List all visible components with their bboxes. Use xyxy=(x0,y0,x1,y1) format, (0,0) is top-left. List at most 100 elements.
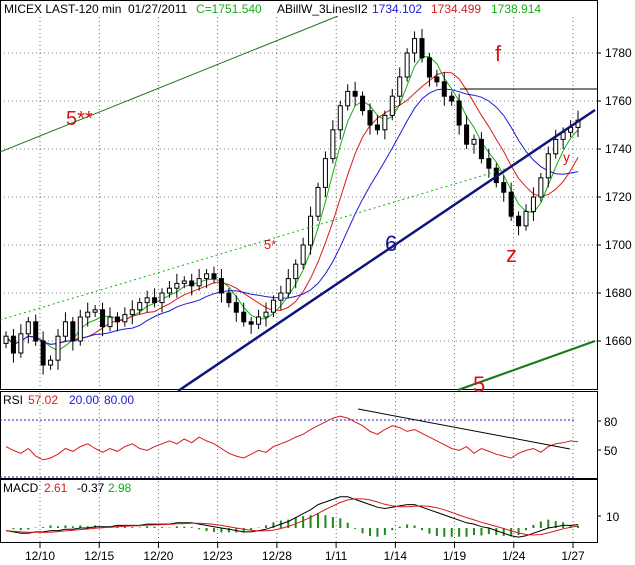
rsi-line xyxy=(5,415,579,461)
candle-down xyxy=(248,321,254,325)
rsi-panel-frame xyxy=(0,391,598,479)
candle-down xyxy=(241,311,247,323)
time-tick-label: 1/19 xyxy=(443,549,467,563)
time-tick-label: 12/28 xyxy=(262,549,292,563)
time-tick-label: 1/14 xyxy=(384,549,408,563)
candle-up xyxy=(404,52,410,78)
candle-up xyxy=(166,287,172,294)
candle-up xyxy=(300,244,306,265)
candle-down xyxy=(374,124,380,131)
candle-down xyxy=(152,297,158,304)
candle-up xyxy=(25,321,31,335)
macd-panel-frame xyxy=(0,479,598,543)
rsi-label: RSI xyxy=(3,393,23,407)
price-tick-label: 1720 xyxy=(605,190,632,204)
candle-down xyxy=(189,280,195,287)
candle-up xyxy=(389,95,395,116)
price-tick-label: 1780 xyxy=(605,46,632,60)
label-5: 5 xyxy=(473,372,485,397)
header-date: 01/27/2011 xyxy=(128,2,187,16)
candle-up xyxy=(77,316,83,342)
candle-down xyxy=(233,302,239,313)
macd-value-3: 2.98 xyxy=(108,481,132,495)
time-tick-label: 12/15 xyxy=(84,549,114,563)
candle-down xyxy=(486,158,492,169)
rsi-panel: RSI 57.02 20.00 80.00 80 50 xyxy=(0,393,618,478)
candle-down xyxy=(419,38,425,59)
rsi-trendline xyxy=(357,408,571,450)
trend-lines xyxy=(0,15,597,393)
macd-value-1: 2.61 xyxy=(44,481,68,495)
header-background xyxy=(1,1,597,16)
trendline-5-stars xyxy=(0,15,339,153)
price-tick-label: 1680 xyxy=(605,286,632,300)
candle-up xyxy=(308,215,314,246)
candle-down xyxy=(360,95,366,112)
candle-up xyxy=(330,129,336,160)
candle-up xyxy=(530,196,536,212)
macd-label: MACD xyxy=(3,481,39,495)
macd-signal-line xyxy=(5,498,579,536)
label-5-stars: 5** xyxy=(66,108,93,130)
candle-up xyxy=(538,177,544,198)
candle-down xyxy=(516,215,522,227)
candle-up xyxy=(285,278,291,294)
rsi-upper: 80.00 xyxy=(104,393,134,407)
candle-down xyxy=(33,321,39,342)
candle-up xyxy=(196,278,202,287)
header-val-green: 1738.914 xyxy=(491,2,541,16)
candle-up xyxy=(256,316,262,325)
candle-down xyxy=(449,95,455,102)
main-panel-frame xyxy=(0,0,598,390)
candle-up xyxy=(144,297,150,304)
rsi-tick-80: 80 xyxy=(604,415,618,429)
time-tick-label: 12/20 xyxy=(143,549,173,563)
candle-up xyxy=(3,335,9,344)
time-tick-label: 12/23 xyxy=(203,549,233,563)
rsi-value: 57.02 xyxy=(28,393,58,407)
header-indicator: ABillW_3LinesII2 xyxy=(277,2,368,16)
candle-up xyxy=(553,138,559,155)
candle-down xyxy=(10,335,16,354)
candle-up xyxy=(107,316,113,328)
ma-slow xyxy=(5,88,579,346)
candle-down xyxy=(501,182,507,193)
candle-up xyxy=(92,309,98,313)
label-6: 6 xyxy=(385,231,397,256)
header-close: C=1751.540 xyxy=(196,2,262,16)
candlesticks xyxy=(3,29,581,375)
candle-up xyxy=(204,273,210,280)
candle-up xyxy=(62,321,68,337)
macd-panel: MACD 2.61 -0.37 2.98 10 xyxy=(3,481,620,538)
candle-up xyxy=(523,210,529,227)
candle-up xyxy=(315,186,321,217)
trendline-6 xyxy=(177,108,596,393)
candle-down xyxy=(508,191,514,217)
candle-up xyxy=(278,292,284,301)
candle-up xyxy=(48,359,54,366)
candle-down xyxy=(100,309,106,328)
candle-down xyxy=(226,292,232,304)
candle-down xyxy=(40,340,46,366)
price-tick-label: 1740 xyxy=(605,142,632,156)
panel-frames xyxy=(0,0,598,543)
candle-up xyxy=(345,90,351,107)
candle-down xyxy=(464,124,470,145)
candle-down xyxy=(114,316,120,323)
label-z: z xyxy=(506,242,517,267)
candle-up xyxy=(159,292,165,304)
candle-down xyxy=(478,138,484,160)
time-tick-label: 12/10 xyxy=(25,549,55,563)
price-tick-label: 1660 xyxy=(605,334,632,348)
candle-down xyxy=(218,278,224,294)
candle-up xyxy=(263,311,269,318)
candle-up xyxy=(412,38,418,54)
time-tick-label: 1/27 xyxy=(561,549,585,563)
candle-up xyxy=(85,311,91,318)
ma-medium xyxy=(5,71,579,346)
header-symbol: MICEX LAST-120 min xyxy=(4,2,121,16)
chart-header: MICEX LAST-120 min 01/27/2011 C=1751.540… xyxy=(1,1,597,16)
candle-up xyxy=(270,299,276,313)
header-val-blue: 1734.102 xyxy=(372,2,422,16)
